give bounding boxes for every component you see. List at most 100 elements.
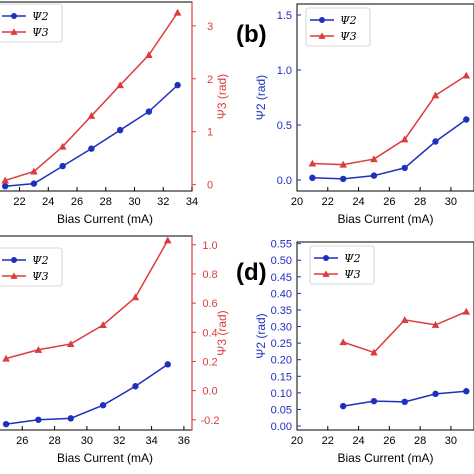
series-line-psi2 [312,118,467,180]
x-tick-label: 30 [128,196,140,208]
x-tick-label: 22 [322,435,334,447]
y-tick-label: 3 [207,21,213,33]
y-tick-label: 0.10 [271,388,292,400]
x-tick-label: 26 [16,435,28,447]
y-tick-label: 0.8 [202,269,217,281]
x-tick-label: 30 [81,435,93,447]
legend-label: Ψ3 [340,30,357,43]
data-point-psi2 [35,416,42,423]
panel-label-d: (d) [236,259,267,286]
x-tick-label: 22 [13,196,25,208]
data-point-psi2 [401,398,408,406]
x-tick-label: 36 [178,435,190,447]
data-point-psi2 [174,81,181,89]
data-point-psi2 [132,383,139,390]
legend-box [0,3,63,43]
y-tick-label: 0.55 [271,239,292,251]
panel-label-b: (b) [236,21,267,48]
x-tick-label: 24 [352,435,364,447]
series-line-psi2 [5,84,179,187]
data-point-psi3 [308,159,317,167]
legend-marker-psi2 [323,255,329,261]
x-tick-label: 34 [186,196,198,208]
legend-label: Ψ2 [32,10,49,23]
legend-label: Ψ3 [344,268,361,281]
y-tick-label: 0.5 [277,120,292,132]
data-point-psi2 [339,175,347,183]
y-tick-label: -0.2 [201,415,220,427]
x-tick-label: 26 [383,435,395,447]
y-tick-label: 0 [207,180,213,192]
data-point-psi2 [370,397,378,405]
y-tick-label: 0.4 [202,327,217,339]
data-point-psi3 [34,345,43,353]
y-tick-label: 0.50 [271,255,292,267]
legend-label: Ψ2 [340,14,357,27]
x-axis-label: Bias Current (mA) [57,451,153,465]
data-point-psi3 [370,348,378,356]
legend-marker-psi2 [319,17,325,23]
data-point-psi3 [30,167,38,175]
legend-label: Ψ2 [344,252,361,265]
data-point-psi2 [99,402,107,409]
x-tick-label: 28 [48,435,60,447]
x-tick-label: 34 [145,435,157,447]
x-tick-label: 24 [352,196,364,208]
data-point-psi3 [116,81,124,89]
y-tick-label: 0.00 [271,421,292,433]
y-tick-label: 0.0 [277,175,292,187]
data-point-psi2 [432,138,439,145]
y-tick-label: 0.05 [271,404,292,416]
x-tick-label: 28 [414,196,426,208]
y-tick-label: 0.25 [271,338,292,350]
data-point-psi3 [370,155,378,163]
data-point-psi2 [145,108,153,115]
legend-box [305,7,371,47]
data-point-psi3 [163,236,172,244]
x-tick-label: 22 [322,196,334,208]
y-tick-label: 1.0 [202,240,217,252]
x-tick-label: 28 [100,196,112,208]
y-tick-label: 1 [207,127,213,139]
y-tick-label: 0.6 [202,298,217,310]
y-tick-label: 0.20 [271,355,292,367]
x-axis-label: Bias Current (mA) [57,212,153,226]
legend-marker-psi3 [322,270,330,277]
data-point-psi2 [67,415,74,422]
data-point-psi2 [1,183,9,190]
legend-marker-psi2 [11,257,17,263]
legend-label: Ψ2 [32,254,49,267]
legend-label: Ψ3 [32,270,49,283]
legend-label: Ψ3 [32,26,49,39]
x-tick-label: 20 [291,196,303,208]
data-point-psi3 [66,340,75,347]
data-point-psi2 [88,145,95,152]
series-group [339,307,471,410]
x-tick-label: 32 [113,435,125,447]
x-axis-label: Bias Current (mA) [337,212,433,226]
panel-d: 20 22 24 26 28 30 0.00 0.05 0.10 0.15 0.20 0.25 0.30… [254,239,474,465]
legend-marker-psi3 [10,272,18,279]
y-tick-label: 0.2 [202,356,217,368]
series-line-psi3 [5,240,169,360]
plot-frame [296,241,474,431]
series-line-psi3 [312,74,467,166]
y-axis-label: Ψ3 (rad) [215,310,229,355]
series-group [308,71,471,183]
data-point-psi2 [164,361,171,368]
data-point-psi3 [173,8,182,16]
data-point-psi2 [116,126,124,134]
y-tick-label: 0.30 [271,322,292,334]
data-point-psi3 [58,142,67,150]
data-point-psi2 [309,174,316,181]
series-group [1,8,182,190]
y-tick-label: 0.35 [271,305,292,317]
legend-box [309,245,375,285]
x-tick-label: 30 [445,196,457,208]
x-axis-label: Bias Current (mA) [337,451,433,465]
data-point-psi3 [145,51,153,58]
data-point-psi2 [463,388,470,395]
